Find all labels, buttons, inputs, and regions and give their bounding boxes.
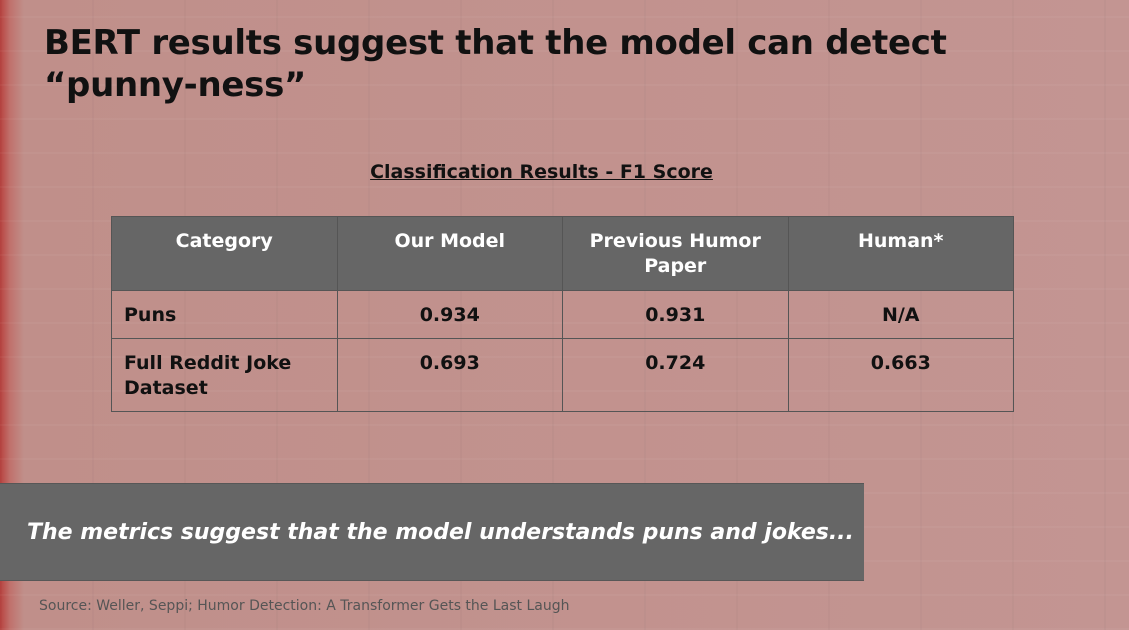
row-category: Full Reddit Joke Dataset [111,338,338,412]
header-previous-humor-paper: Previous Humor Paper [562,216,789,291]
row-human-score: 0.663 [787,338,1014,412]
table-header-row: Category Our Model Previous Humor Paper … [111,216,1014,291]
table-row: Puns 0.934 0.931 N/A [111,290,1014,339]
row-previous-paper-score: 0.931 [562,290,789,339]
table-row: Full Reddit Joke Dataset 0.693 0.724 0.6… [111,338,1014,412]
results-table: Category Our Model Previous Humor Paper … [111,216,1014,412]
header-category: Category [111,216,338,291]
row-our-model-score: 0.934 [336,290,563,339]
row-human-score: N/A [787,290,1014,339]
source-citation: Source: Weller, Seppi; Humor Detection: … [39,598,570,614]
callout-box: The metrics suggest that the model under… [0,483,864,581]
row-our-model-score: 0.693 [336,338,563,412]
row-category: Puns [111,290,338,339]
row-previous-paper-score: 0.724 [562,338,789,412]
slide-title: BERT results suggest that the model can … [44,23,947,105]
table-caption: Classification Results - F1 Score [370,161,713,183]
header-our-model: Our Model [336,216,563,291]
callout-text: The metrics suggest that the model under… [27,520,854,545]
header-human: Human* [787,216,1014,291]
